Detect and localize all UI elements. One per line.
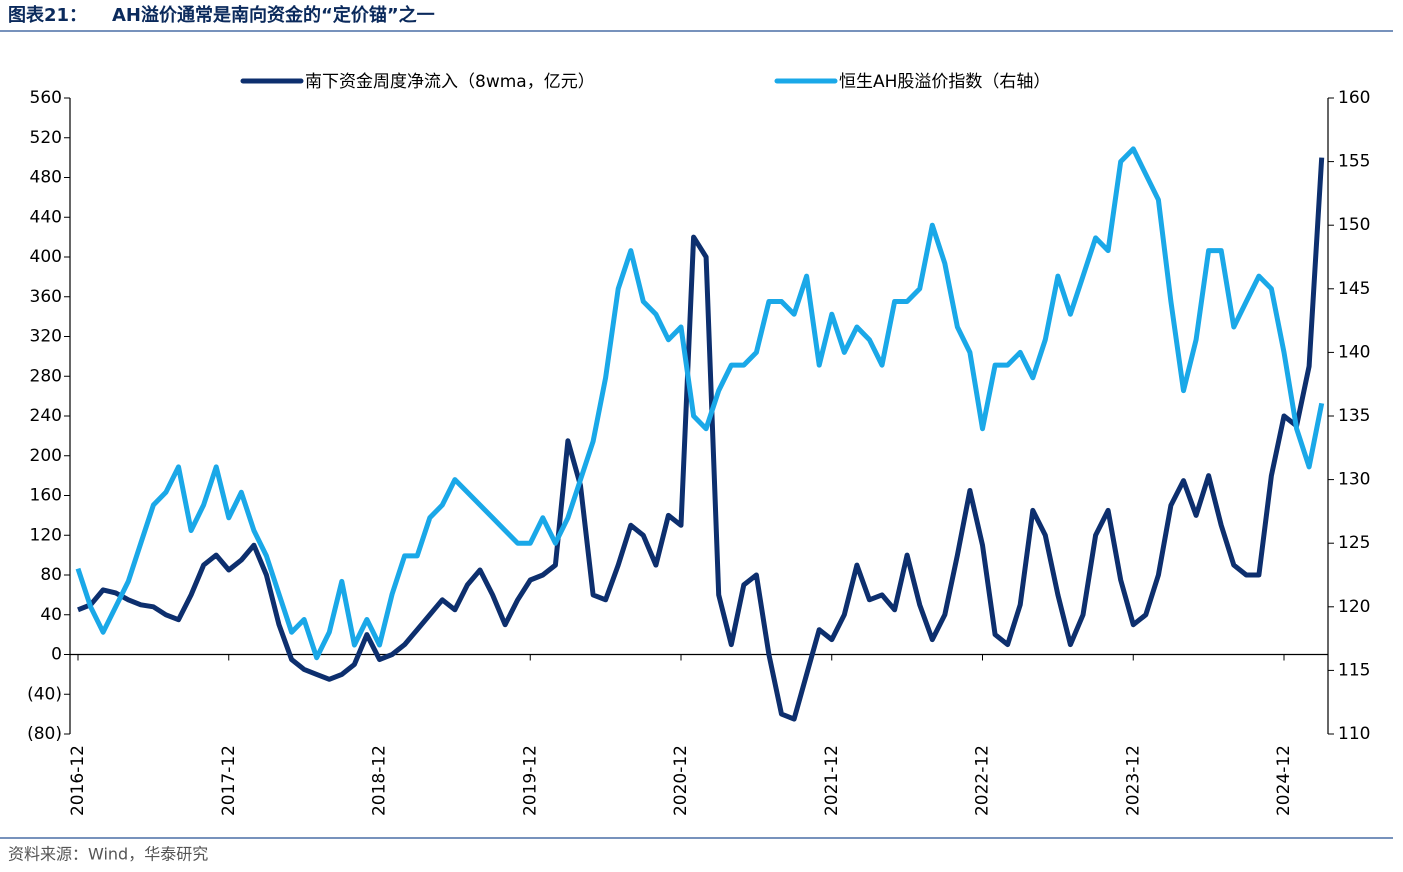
y-tick-label: (40) [27, 684, 62, 704]
legend-label: 南下资金周度净流入（8wma，亿元） [305, 72, 595, 92]
y-tick-label: 440 [30, 207, 62, 227]
y-tick-label: 80 [40, 565, 62, 585]
y-tick-label: 400 [30, 247, 62, 267]
series-line [75, 146, 1325, 661]
x-tick-label: 2024-12 [1274, 745, 1294, 816]
source: 资料来源：Wind，华泰研究 [8, 845, 208, 864]
x-tick-label: 2019-12 [520, 745, 540, 816]
y2-tick-label: 130 [1338, 470, 1370, 490]
x-tick-label: 2017-12 [219, 745, 239, 816]
x-tick-label: 2016-12 [68, 745, 88, 816]
y2-tick-label: 150 [1338, 215, 1370, 235]
x-tick-label: 2020-12 [671, 745, 691, 816]
y-tick-label: 360 [30, 287, 62, 307]
x-tick-label: 2021-12 [822, 745, 842, 816]
series-line [77, 157, 1325, 722]
y-tick-label: 240 [30, 406, 62, 426]
chart-label: 图表21： [8, 4, 87, 26]
y-tick-label: 0 [51, 645, 62, 665]
y2-tick-label: 115 [1338, 660, 1370, 680]
y-tick-label: 40 [40, 605, 62, 625]
x-tick-label: 2023-12 [1123, 745, 1143, 816]
y2-tick-label: 140 [1338, 342, 1370, 362]
y-tick-label: 120 [30, 525, 62, 545]
y-tick-label: 280 [30, 366, 62, 386]
x-tick-label: 2022-12 [973, 745, 993, 816]
y2-tick-label: 145 [1338, 279, 1370, 299]
y-tick-label: 200 [30, 446, 62, 466]
y-tick-label: 160 [30, 486, 62, 506]
y2-tick-label: 125 [1338, 533, 1370, 553]
y2-tick-label: 120 [1338, 597, 1370, 617]
y2-tick-label: 135 [1338, 406, 1370, 426]
y-tick-label: (80) [27, 724, 62, 744]
y2-tick-label: 160 [1338, 88, 1370, 108]
y-tick-label: 480 [30, 168, 62, 188]
y2-tick-label: 110 [1338, 724, 1370, 744]
y2-tick-label: 155 [1338, 152, 1370, 172]
y-tick-label: 520 [30, 128, 62, 148]
y-tick-label: 320 [30, 327, 62, 347]
legend-label: 恒生AH股溢价指数（右轴） [839, 72, 1050, 92]
chart-title: AH溢价通常是南向资金的“定价锚”之一 [112, 4, 435, 26]
x-tick-label: 2018-12 [370, 745, 390, 816]
y-tick-label: 560 [30, 88, 62, 108]
